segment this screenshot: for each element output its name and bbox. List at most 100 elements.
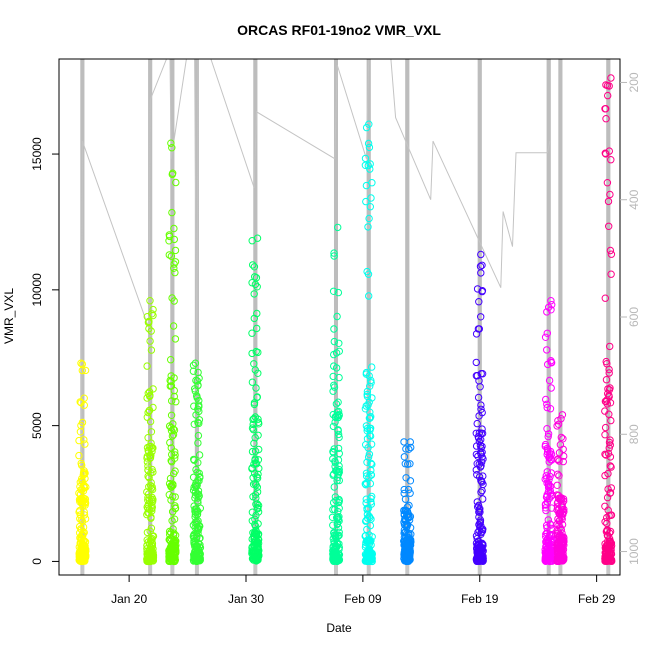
- data-point-12: [606, 556, 615, 565]
- data-point-9: [477, 436, 485, 444]
- data-point-3: [165, 251, 174, 259]
- data-point-4: [194, 431, 203, 440]
- data-point-7: [363, 458, 371, 466]
- data-point-3: [170, 529, 178, 537]
- data-point-9: [478, 554, 486, 562]
- data-point-11: [554, 498, 562, 506]
- data-point-6: [335, 555, 343, 563]
- data-point-7: [364, 444, 372, 452]
- data-point-12: [602, 115, 610, 123]
- data-point-9: [478, 261, 486, 269]
- data-point-9: [474, 501, 483, 510]
- data-point-5: [252, 274, 261, 282]
- y-tick-label: 0: [30, 558, 44, 565]
- data-point-12: [604, 469, 612, 478]
- data-point-2: [149, 551, 158, 559]
- data-point-7: [368, 492, 376, 501]
- data-point-7: [364, 453, 373, 461]
- data-point-12: [604, 91, 612, 100]
- data-point-6: [330, 546, 338, 554]
- data-point-5: [248, 447, 257, 456]
- data-point-12: [607, 416, 615, 425]
- data-point-4: [190, 420, 199, 428]
- data-point-5: [253, 483, 261, 491]
- data-point-1: [80, 528, 88, 537]
- data-point-6: [330, 445, 338, 453]
- data-point-5: [250, 263, 259, 271]
- data-point-7: [362, 123, 371, 132]
- data-point-6: [331, 493, 340, 501]
- data-point-8: [406, 489, 414, 497]
- data-point-7: [363, 556, 372, 564]
- data-point-3: [168, 397, 176, 405]
- data-point-7: [363, 506, 371, 514]
- data-point-4: [192, 517, 200, 526]
- data-point-10: [545, 453, 554, 462]
- data-point-5: [252, 460, 261, 468]
- data-point-3: [166, 438, 174, 447]
- data-point-7: [366, 203, 374, 211]
- data-point-2: [143, 443, 152, 452]
- data-point-2: [149, 311, 157, 320]
- data-point-2: [146, 454, 154, 462]
- data-point-12: [606, 462, 614, 470]
- right-tick-label: 400: [627, 189, 641, 209]
- data-point-5: [249, 425, 258, 434]
- data-point-10: [543, 403, 551, 412]
- data-point-1: [80, 481, 88, 489]
- data-point-11: [558, 500, 566, 508]
- data-point-3: [171, 335, 180, 343]
- data-point-5: [252, 531, 261, 539]
- data-point-12: [606, 441, 614, 449]
- data-point-6: [333, 476, 341, 485]
- data-point-2: [147, 346, 156, 354]
- data-point-7: [365, 214, 373, 223]
- data-point-11: [555, 472, 563, 480]
- data-point-3: [171, 493, 179, 501]
- data-point-9: [478, 408, 486, 417]
- data-point-1: [76, 398, 84, 406]
- data-point-8: [402, 445, 410, 453]
- data-point-12: [601, 450, 609, 458]
- pressure-bar-core-6: [333, 59, 338, 563]
- data-point-6: [332, 467, 340, 475]
- data-point-5: [248, 329, 256, 337]
- data-point-12: [601, 431, 609, 439]
- data-point-7: [364, 161, 372, 170]
- pressure-bar-core-10: [546, 59, 551, 563]
- data-point-12: [605, 369, 613, 377]
- data-point-12: [606, 190, 614, 199]
- data-point-4: [195, 416, 204, 424]
- data-point-11: [559, 457, 567, 466]
- data-point-6: [330, 325, 338, 333]
- data-point-1: [81, 440, 89, 448]
- data-point-7: [364, 504, 373, 512]
- data-point-9: [477, 313, 485, 321]
- data-point-6: [330, 337, 338, 346]
- data-point-4: [192, 479, 200, 487]
- data-point-4: [195, 419, 203, 428]
- data-point-11: [553, 422, 561, 430]
- data-point-5: [254, 415, 262, 423]
- data-point-10: [543, 474, 551, 483]
- data-point-12: [602, 150, 610, 158]
- data-point-4: [191, 359, 200, 367]
- data-point-8: [401, 557, 409, 565]
- data-point-6: [331, 457, 339, 465]
- y-tick-label: 10000: [30, 273, 44, 307]
- data-point-9: [475, 513, 483, 521]
- data-point-2: [144, 408, 152, 417]
- data-point-8: [407, 443, 415, 452]
- data-point-6: [332, 400, 341, 408]
- data-point-8: [404, 485, 413, 494]
- data-point-9: [478, 442, 486, 451]
- data-point-10: [546, 545, 555, 554]
- data-point-5: [252, 384, 260, 392]
- pressure-bars: [80, 59, 611, 575]
- data-point-9: [472, 539, 481, 547]
- data-point-12: [602, 357, 610, 366]
- pressure-bar-core-3: [170, 59, 175, 563]
- data-point-11: [558, 510, 567, 518]
- data-point-11: [558, 520, 567, 529]
